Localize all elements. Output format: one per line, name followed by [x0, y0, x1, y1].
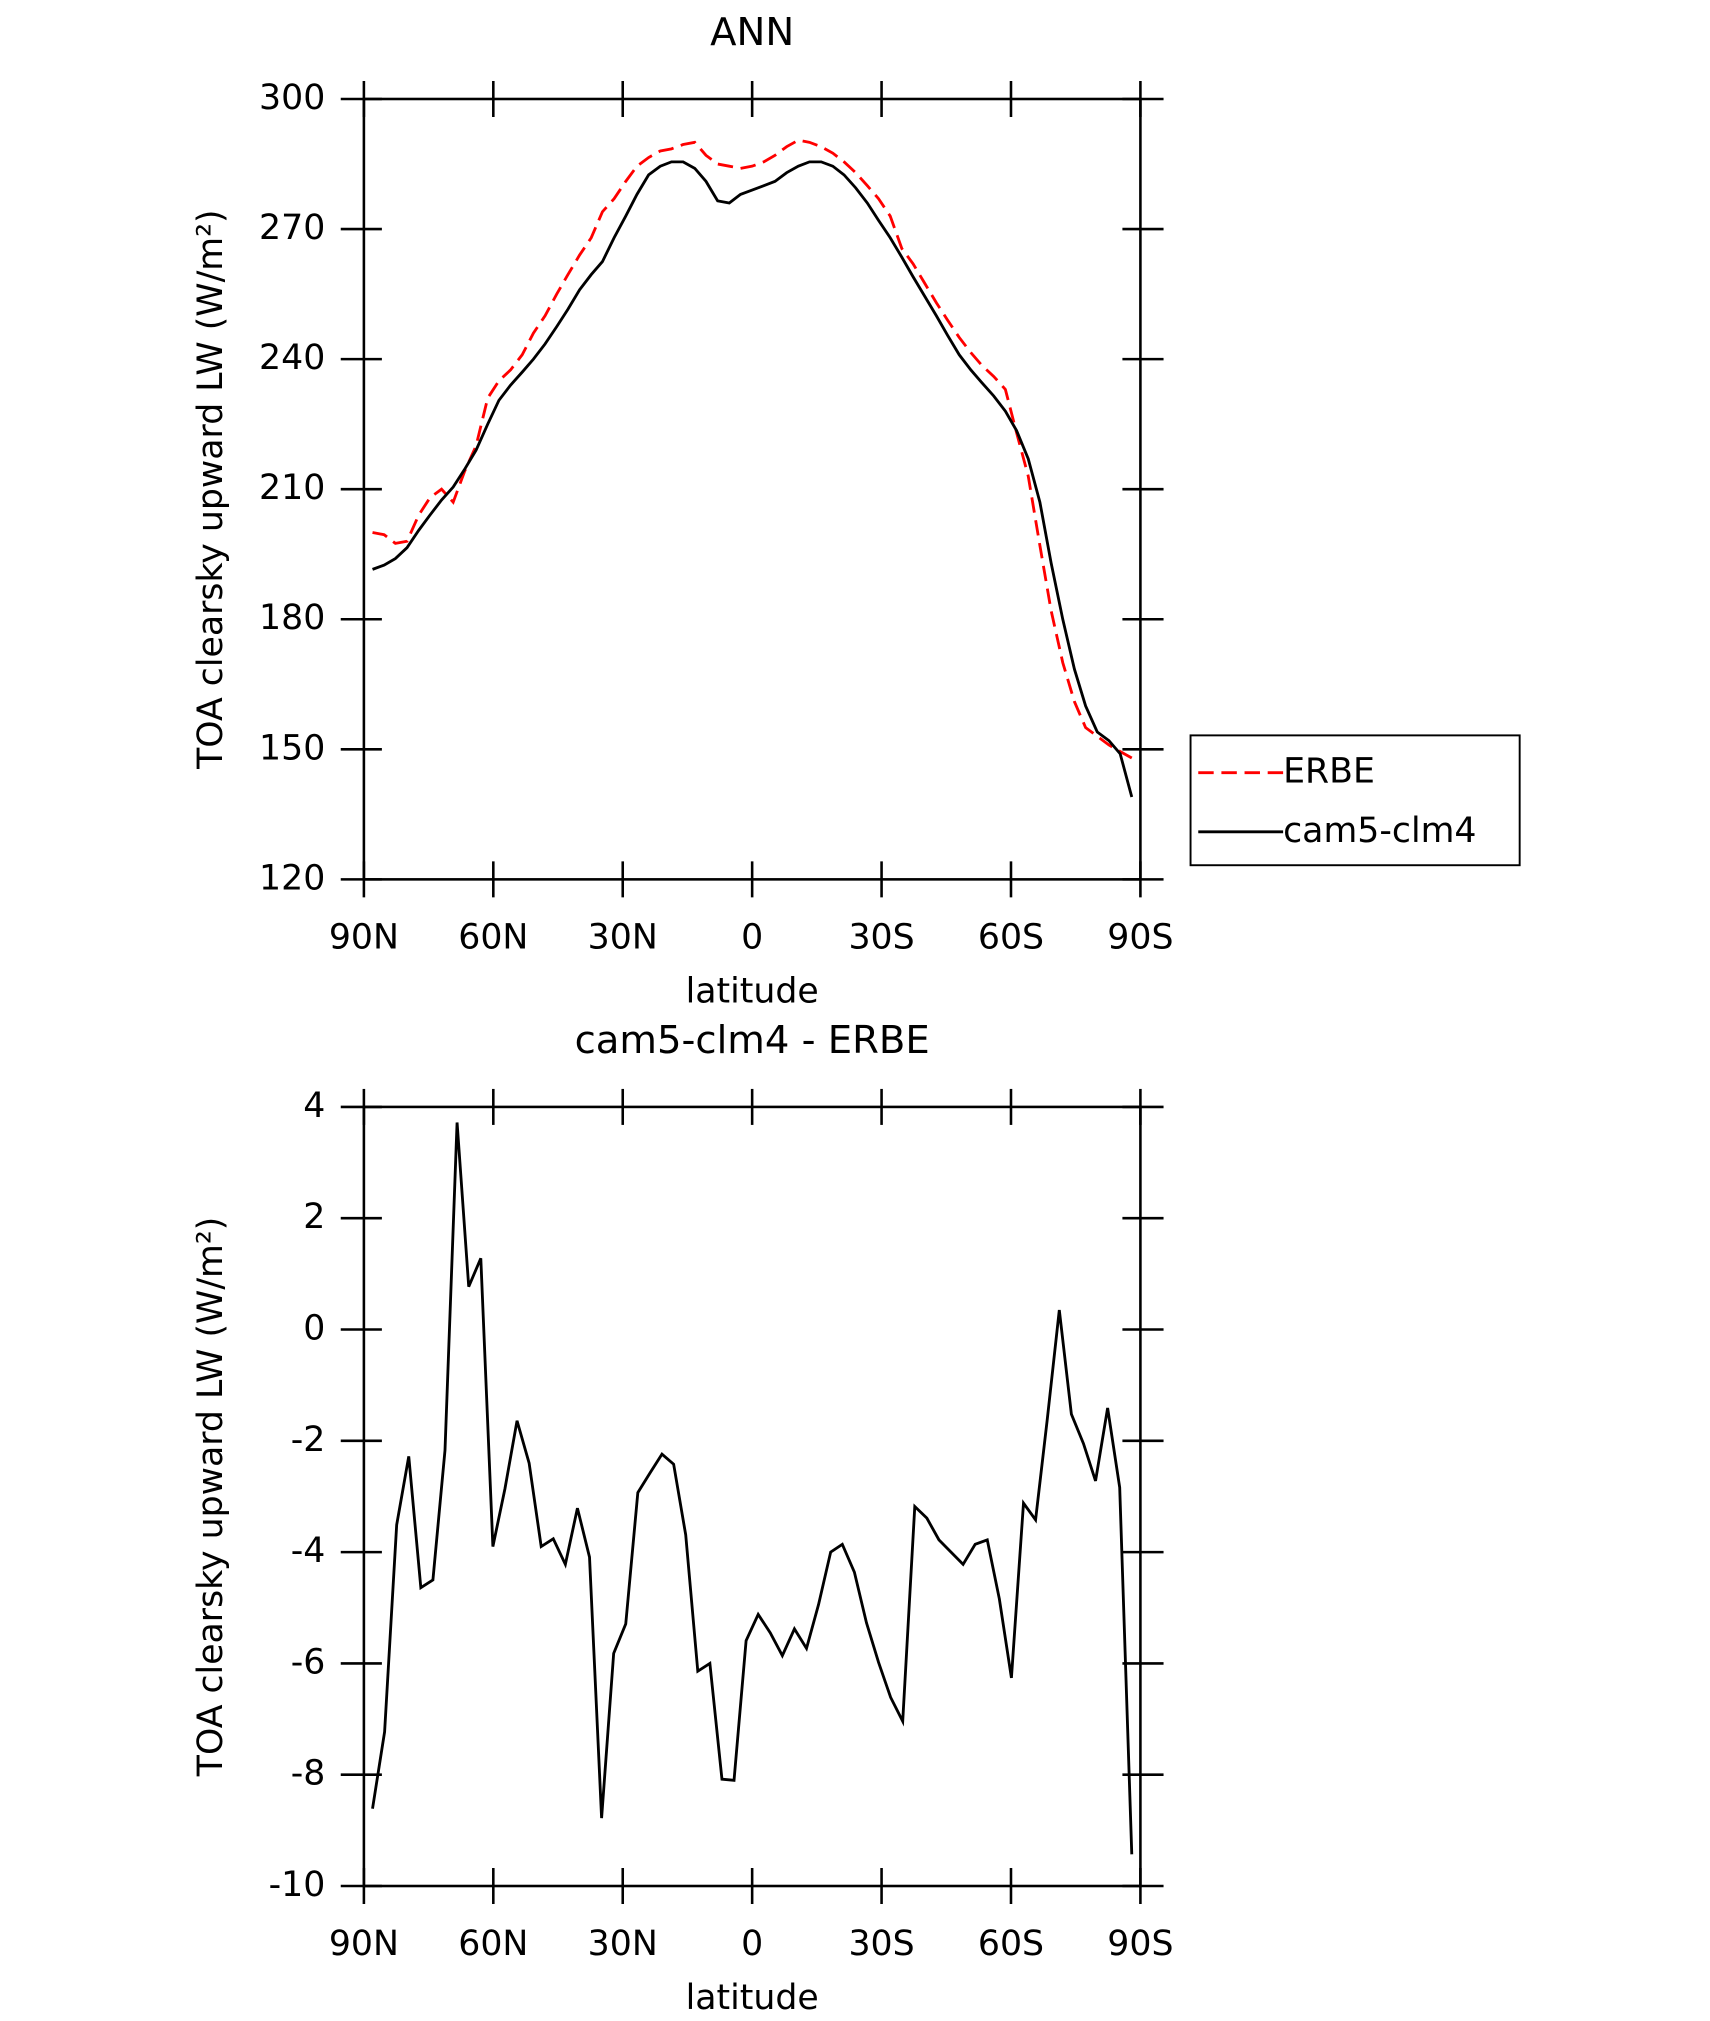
x-axis-label: latitude — [686, 1978, 819, 2018]
x-tick-label: 0 — [741, 918, 763, 958]
y-tick-label: 150 — [259, 728, 325, 768]
x-tick-label: 0 — [741, 1924, 763, 1964]
y-tick-label: 300 — [259, 78, 325, 118]
x-tick-label: 30N — [588, 918, 658, 958]
chart-title: cam5-clm4 - ERBE — [575, 1018, 930, 1063]
y-tick-label: 2 — [303, 1197, 325, 1237]
plot-frame — [362, 97, 1142, 881]
legend-label: ERBE — [1283, 752, 1375, 792]
y-tick-label: -6 — [291, 1642, 326, 1682]
y-tick-label: -8 — [291, 1754, 326, 1794]
x-tick-label: 90N — [329, 918, 399, 958]
y-tick-label: 180 — [259, 598, 325, 638]
y-tick-label: 120 — [259, 858, 325, 898]
plot-frame — [362, 1105, 1142, 1888]
y-tick-label: 270 — [259, 208, 325, 248]
y-tick-label: 210 — [259, 468, 325, 508]
x-tick-label: 90S — [1107, 918, 1173, 958]
x-tick-label: 60N — [458, 1924, 528, 1964]
legend-box — [1189, 734, 1521, 867]
series-line — [371, 1122, 1134, 1855]
x-tick-label: 30S — [848, 1924, 914, 1964]
x-tick-label: 90S — [1107, 1924, 1173, 1964]
series-line — [372, 138, 1133, 760]
legend-label: cam5-clm4 — [1283, 811, 1476, 851]
x-tick-label: 60S — [978, 918, 1044, 958]
x-tick-label: 60N — [458, 918, 528, 958]
y-axis-label: TOA clearsky upward LW (W/m²) — [191, 209, 231, 769]
x-axis-label: latitude — [686, 972, 819, 1012]
y-tick-label: 240 — [259, 338, 325, 378]
y-tick-label: -2 — [291, 1420, 326, 1460]
y-tick-label: -10 — [269, 1865, 326, 1905]
y-tick-label: 0 — [303, 1309, 325, 1349]
y-axis-label: TOA clearsky upward LW (W/m²) — [191, 1217, 231, 1777]
series-line — [372, 160, 1134, 798]
x-tick-label: 90N — [329, 1924, 399, 1964]
x-tick-label: 30S — [848, 918, 914, 958]
y-tick-label: -4 — [291, 1531, 326, 1571]
y-tick-label: 4 — [303, 1086, 325, 1126]
x-tick-label: 60S — [978, 1924, 1044, 1964]
x-tick-label: 30N — [588, 1924, 658, 1964]
chart-title: ANN — [710, 10, 794, 55]
